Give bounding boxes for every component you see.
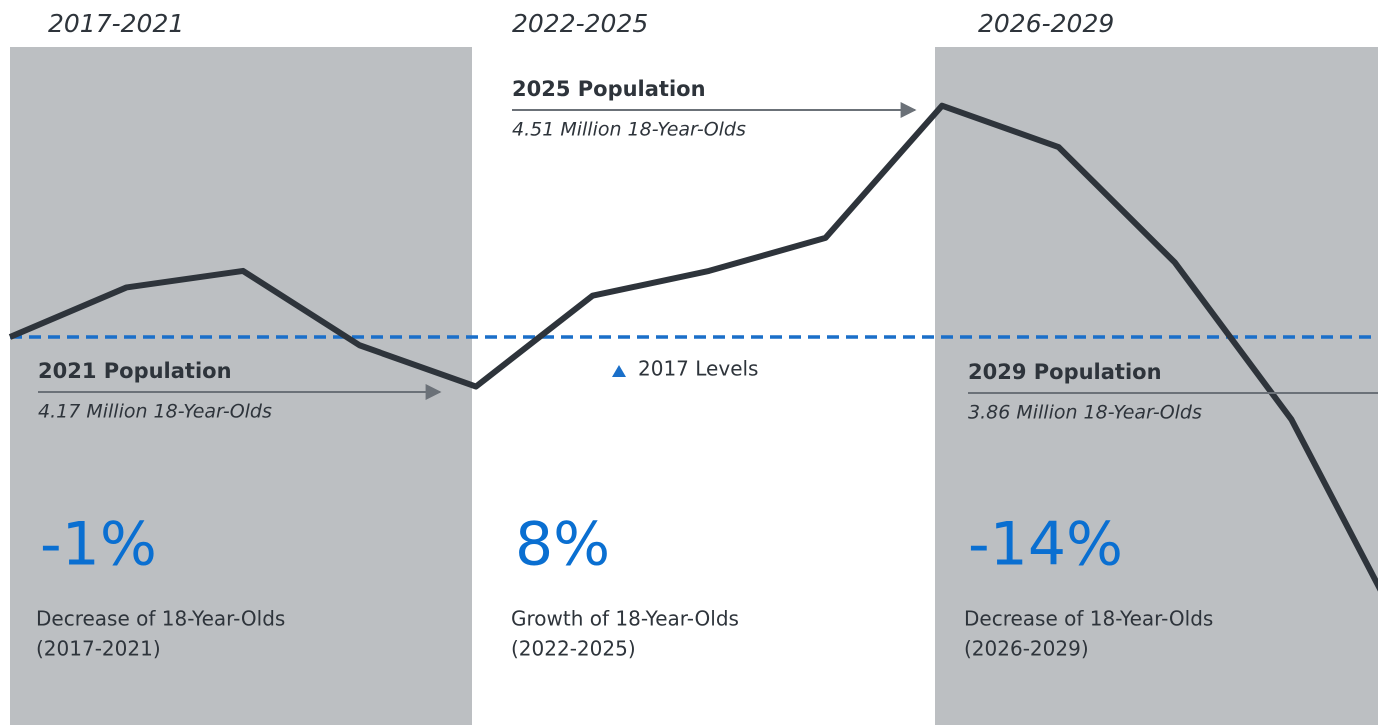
change-value: -1% bbox=[40, 510, 157, 580]
period-label: 2017-2021 bbox=[48, 9, 184, 38]
annotation-title: 2029 Population bbox=[968, 360, 1162, 384]
change-range: (2017-2021) bbox=[36, 637, 161, 661]
change-range: (2022-2025) bbox=[511, 637, 636, 661]
annotation-subtitle: 3.86 Million 18-Year-Olds bbox=[968, 402, 1202, 424]
period-label: 2022-2025 bbox=[512, 9, 648, 38]
period-panel bbox=[10, 47, 472, 725]
annotation-title: 2025 Population bbox=[512, 77, 706, 101]
period-panel bbox=[935, 47, 1378, 725]
change-range: (2026-2029) bbox=[964, 637, 1089, 661]
baseline-marker bbox=[612, 365, 626, 377]
change-value: 8% bbox=[515, 510, 610, 580]
annotation-title: 2021 Population bbox=[38, 359, 232, 383]
change-value: -14% bbox=[968, 510, 1123, 580]
baseline-label: 2017 Levels bbox=[638, 357, 758, 381]
population-line bbox=[8, 102, 1378, 592]
change-description: Decrease of 18-Year-Olds bbox=[964, 607, 1213, 631]
annotation-subtitle: 4.17 Million 18-Year-Olds bbox=[38, 401, 272, 423]
period-label: 2026-2029 bbox=[978, 9, 1114, 38]
change-description: Growth of 18-Year-Olds bbox=[511, 607, 739, 631]
annotation-subtitle: 4.51 Million 18-Year-Olds bbox=[512, 119, 746, 141]
change-description: Decrease of 18-Year-Olds bbox=[36, 607, 285, 631]
